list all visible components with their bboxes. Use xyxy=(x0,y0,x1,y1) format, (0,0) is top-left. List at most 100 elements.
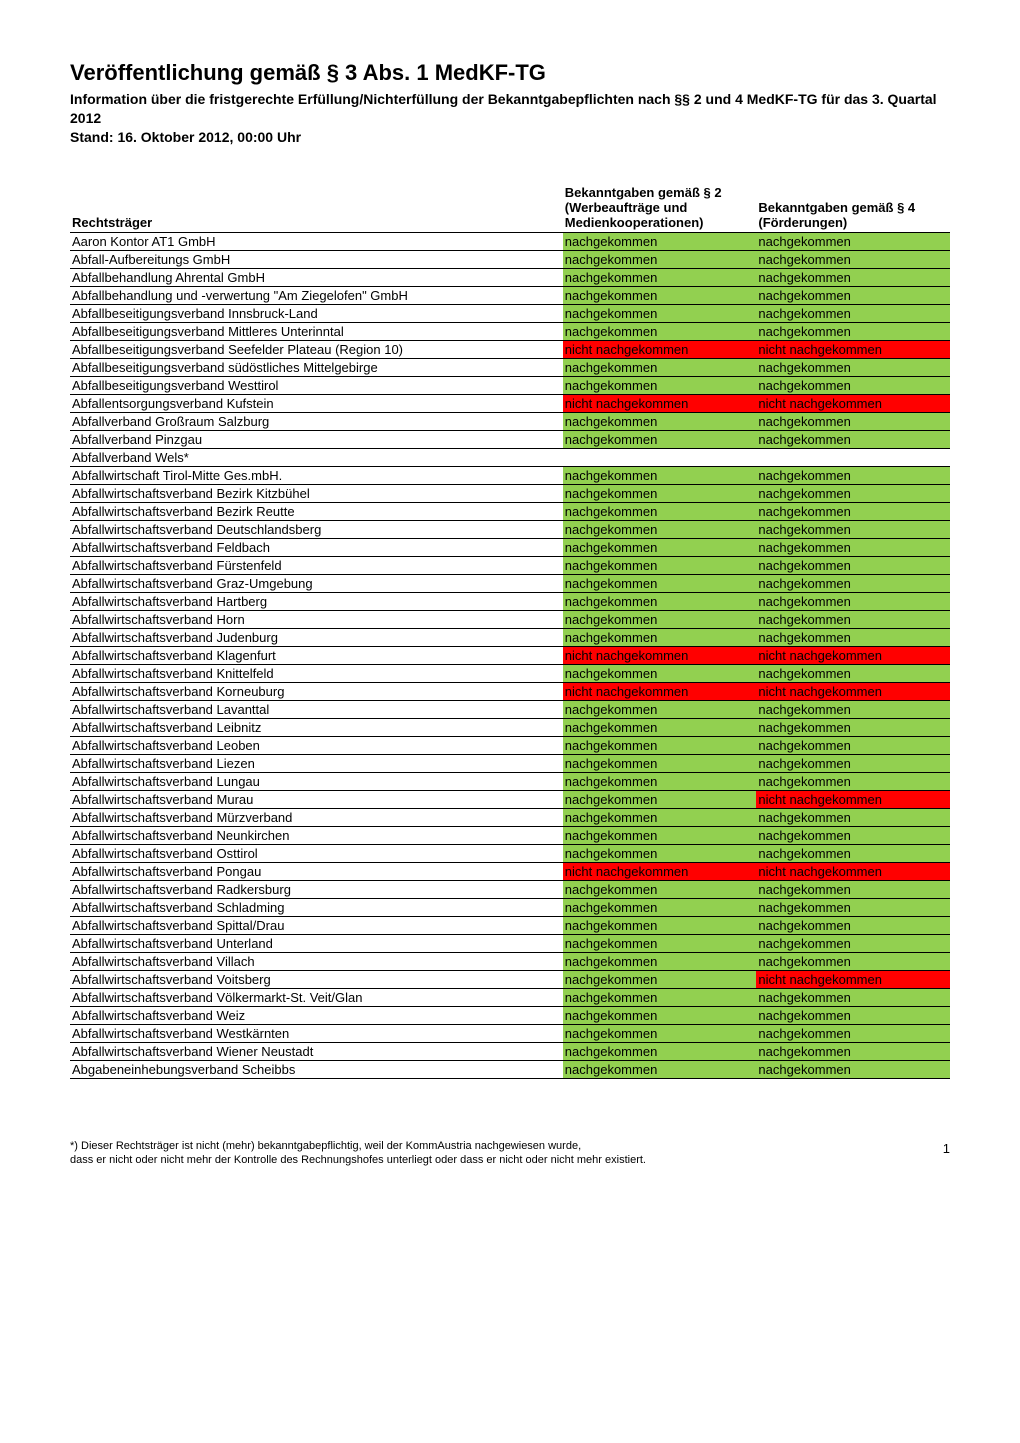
cell-status-s2: nachgekommen xyxy=(563,484,757,502)
cell-status-s2: nachgekommen xyxy=(563,556,757,574)
table-row: Abfallwirtschaftsverband Villachnachgeko… xyxy=(70,952,950,970)
cell-status-s2: nachgekommen xyxy=(563,232,757,250)
cell-name: Abfallverband Pinzgau xyxy=(70,430,563,448)
cell-name: Abfallwirtschaftsverband Knittelfeld xyxy=(70,664,563,682)
cell-name: Abfallwirtschaftsverband Fürstenfeld xyxy=(70,556,563,574)
cell-status-s4: nachgekommen xyxy=(756,412,950,430)
cell-status-s2: nachgekommen xyxy=(563,628,757,646)
cell-status-s4: nachgekommen xyxy=(756,754,950,772)
cell-status-s4: nachgekommen xyxy=(756,502,950,520)
table-row: Abfallbeseitigungsverband Westtirolnachg… xyxy=(70,376,950,394)
cell-name: Abfallwirtschaftsverband Graz-Umgebung xyxy=(70,574,563,592)
table-row: Abfallwirtschaftsverband Liezen nachgekom… xyxy=(70,754,950,772)
cell-name: Abfallwirtschaftsverband Weiz xyxy=(70,1006,563,1024)
cell-status-s4: nachgekommen xyxy=(756,628,950,646)
cell-name: Abfallwirtschaftsverband Bezirk Kitzbühe… xyxy=(70,484,563,502)
cell-name: Abfallwirtschaftsverband Hartberg xyxy=(70,592,563,610)
table-row: Abfallwirtschaftsverband Schladming nachg… xyxy=(70,898,950,916)
cell-status-s2: nachgekommen xyxy=(563,808,757,826)
cell-status-s2: nicht nachgekommen xyxy=(563,862,757,880)
cell-status-s2: nachgekommen xyxy=(563,880,757,898)
cell-status-s4: nachgekommen xyxy=(756,934,950,952)
table-row: Abfallwirtschaftsverband Wiener Neustadt… xyxy=(70,1042,950,1060)
cell-name: Abgabeneinhebungsverband Scheibbs xyxy=(70,1060,563,1078)
cell-name: Abfallwirtschaftsverband Osttirol xyxy=(70,844,563,862)
table-row: Abfallwirtschaftsverband Leobennachgekom… xyxy=(70,736,950,754)
cell-status-s4: nachgekommen xyxy=(756,718,950,736)
cell-name: Aaron Kontor AT1 GmbH xyxy=(70,232,563,250)
cell-status-s2: nachgekommen xyxy=(563,286,757,304)
cell-status-s4: nachgekommen xyxy=(756,556,950,574)
cell-status-s2: nachgekommen xyxy=(563,592,757,610)
cell-status-s4: nachgekommen xyxy=(756,664,950,682)
cell-name: Abfallwirtschaftsverband Liezen xyxy=(70,754,563,772)
cell-name: Abfallwirtschaftsverband Leibnitz xyxy=(70,718,563,736)
table-row: Abfallbeseitigungsverband Innsbruck-Land… xyxy=(70,304,950,322)
cell-status-s2 xyxy=(563,448,757,466)
cell-status-s2: nachgekommen xyxy=(563,718,757,736)
cell-name: Abfallwirtschaftsverband Lungau xyxy=(70,772,563,790)
cell-status-s4: nachgekommen xyxy=(756,700,950,718)
table-row: Abfallwirtschaftsverband Radkersburgnach… xyxy=(70,880,950,898)
page-title: Veröffentlichung gemäß § 3 Abs. 1 MedKF-… xyxy=(70,60,950,86)
table-row: Abfallwirtschaftsverband Fürstenfeldnach… xyxy=(70,556,950,574)
cell-name: Abfallwirtschaftsverband Judenburg xyxy=(70,628,563,646)
table-row: Abfallverband Pinzgaunachgekommennachgek… xyxy=(70,430,950,448)
cell-status-s4: nachgekommen xyxy=(756,1042,950,1060)
cell-status-s4: nachgekommen xyxy=(756,898,950,916)
table-row: Abfallentsorgungsverband Kufsteinnicht n… xyxy=(70,394,950,412)
cell-status-s2: nachgekommen xyxy=(563,970,757,988)
cell-name: Abfallentsorgungsverband Kufstein xyxy=(70,394,563,412)
cell-status-s4: nachgekommen xyxy=(756,520,950,538)
cell-status-s4: nachgekommen xyxy=(756,1024,950,1042)
cell-status-s4: nachgekommen xyxy=(756,322,950,340)
cell-status-s2: nachgekommen xyxy=(563,844,757,862)
cell-name: Abfallwirtschaftsverband Horn xyxy=(70,610,563,628)
cell-name: Abfallwirtschaftsverband Deutschlandsber… xyxy=(70,520,563,538)
table-row: Abfallwirtschaftsverband Graz-Umgebungna… xyxy=(70,574,950,592)
table-row: Abfallwirtschaftsverband Bezirk Kitzbühe… xyxy=(70,484,950,502)
cell-status-s2: nachgekommen xyxy=(563,358,757,376)
cell-status-s2: nachgekommen xyxy=(563,610,757,628)
col-header-s2: Bekanntgaben gemäß § 2 (Werbeaufträge un… xyxy=(563,183,757,233)
cell-status-s4: nachgekommen xyxy=(756,466,950,484)
cell-status-s2: nachgekommen xyxy=(563,268,757,286)
cell-status-s4: nicht nachgekommen xyxy=(756,970,950,988)
cell-status-s2: nachgekommen xyxy=(563,304,757,322)
cell-status-s4: nicht nachgekommen xyxy=(756,340,950,358)
table-row: Abgabeneinhebungsverband Scheibbsnachgek… xyxy=(70,1060,950,1078)
table-row: Abfallwirtschaftsverband Unterlandnachge… xyxy=(70,934,950,952)
table-row: Abfallbehandlung und -verwertung "Am Zie… xyxy=(70,286,950,304)
cell-status-s2: nachgekommen xyxy=(563,934,757,952)
cell-name: Abfallwirtschaftsverband Unterland xyxy=(70,934,563,952)
cell-name: Abfallwirtschaftsverband Schladming xyxy=(70,898,563,916)
cell-status-s2: nachgekommen xyxy=(563,790,757,808)
table-row: Abfallwirtschaftsverband Feldbachnachgek… xyxy=(70,538,950,556)
table-row: Abfall-Aufbereitungs GmbHnachgekommennac… xyxy=(70,250,950,268)
cell-name: Abfallwirtschaftsverband Neunkirchen xyxy=(70,826,563,844)
cell-name: Abfallwirtschaftsverband Lavanttal xyxy=(70,700,563,718)
table-row: Abfallwirtschaftsverband Neunkirchen nach… xyxy=(70,826,950,844)
table-row: Abfallwirtschaftsverband Korneuburgnicht… xyxy=(70,682,950,700)
table-row: Abfallwirtschaftsverband Lungau nachgekom… xyxy=(70,772,950,790)
cell-status-s4: nachgekommen xyxy=(756,358,950,376)
cell-status-s4: nachgekommen xyxy=(756,1060,950,1078)
cell-status-s4: nicht nachgekommen xyxy=(756,682,950,700)
cell-name: Abfallwirtschaftsverband Pongau xyxy=(70,862,563,880)
cell-status-s4: nachgekommen xyxy=(756,988,950,1006)
footnote: *) Dieser Rechtsträger ist nicht (mehr) … xyxy=(70,1139,950,1168)
table-row: Aaron Kontor AT1 GmbHnachgekommennachgek… xyxy=(70,232,950,250)
cell-status-s4: nachgekommen xyxy=(756,772,950,790)
table-row: Abfallwirtschaftsverband Muraunachgekomm… xyxy=(70,790,950,808)
footnote-line1: *) Dieser Rechtsträger ist nicht (mehr) … xyxy=(70,1140,581,1152)
cell-name: Abfallwirtschaftsverband Leoben xyxy=(70,736,563,754)
table-row: Abfallbeseitigungsverband Mittleres Unte… xyxy=(70,322,950,340)
compliance-table-wrap: Rechtsträger Bekanntgaben gemäß § 2 (Wer… xyxy=(70,183,950,1079)
cell-status-s4: nachgekommen xyxy=(756,826,950,844)
cell-status-s2: nachgekommen xyxy=(563,1060,757,1078)
cell-status-s4: nachgekommen xyxy=(756,916,950,934)
cell-name: Abfallwirtschaftsverband Radkersburg xyxy=(70,880,563,898)
table-row: Abfallwirtschaftsverband Völkermarkt-St.… xyxy=(70,988,950,1006)
cell-status-s2: nachgekommen xyxy=(563,700,757,718)
cell-name: Abfallbeseitigungsverband Westtirol xyxy=(70,376,563,394)
